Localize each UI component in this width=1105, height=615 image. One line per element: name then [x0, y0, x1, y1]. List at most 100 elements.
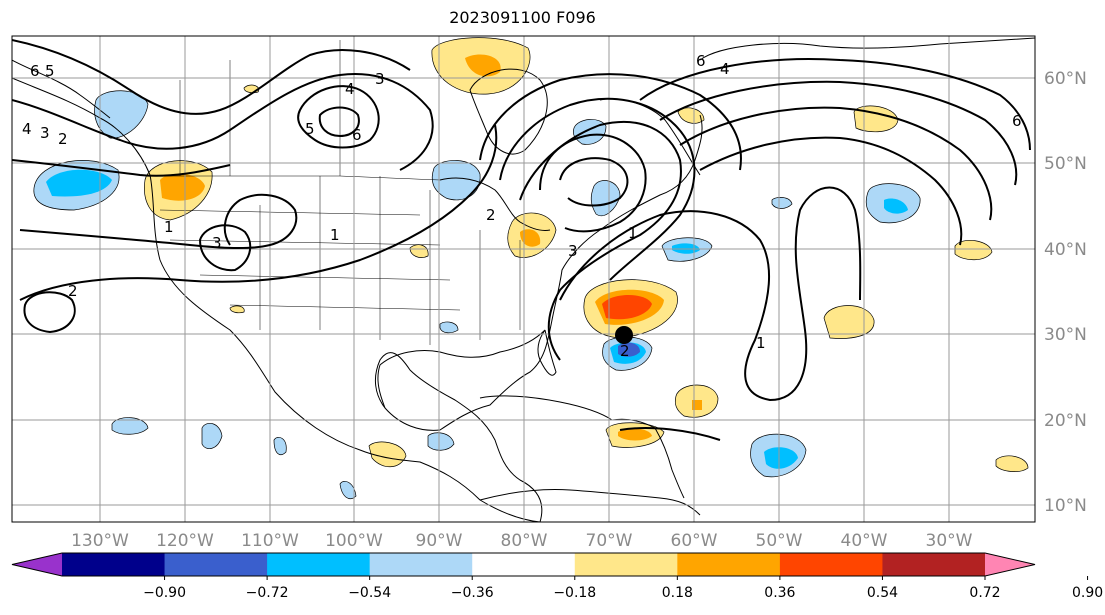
- map-title: 2023091100 F096: [449, 8, 596, 27]
- lon-label: 130°W: [71, 531, 129, 551]
- colorbar-tick-label: 0.90: [1072, 585, 1103, 601]
- colorbar-segment: [164, 553, 268, 576]
- contour-label: 6: [352, 126, 362, 144]
- colorbar-extend-high: [985, 553, 1035, 576]
- contour-label: 6: [30, 62, 40, 80]
- negative-anomaly-region: [764, 447, 798, 469]
- anomaly-shading: [33, 37, 1029, 499]
- cuba: [479, 395, 613, 421]
- south-america-coast: [479, 489, 701, 516]
- contour-label: 1: [628, 224, 638, 242]
- lat-label: 30°N: [1044, 325, 1087, 345]
- colorbar-extend-low: [12, 553, 62, 576]
- lon-label: 70°W: [586, 531, 633, 551]
- lat-label: 40°N: [1044, 240, 1087, 260]
- north-america-west-coast: [12, 77, 541, 522]
- colorbar-tick-label: 0.54: [867, 585, 898, 601]
- lon-label: 60°W: [671, 531, 718, 551]
- negative-anomaly-region: [94, 90, 149, 139]
- colorbar-tick-label: −0.54: [348, 585, 391, 601]
- coastlines: [12, 37, 1035, 522]
- colorbar-segment: [369, 553, 473, 576]
- positive-anomaly-region: [465, 54, 501, 77]
- colorbar: −0.90 −0.72 −0.54 −0.36 −0.18 0.18 0.36 0.54 0.7…: [11, 552, 1103, 601]
- positive-anomaly-region: [602, 295, 652, 320]
- contour-label: 1: [164, 218, 174, 236]
- negative-anomaly-region: [273, 437, 287, 455]
- positive-anomaly-region: [368, 441, 407, 468]
- map-frame: [11, 35, 1036, 523]
- negative-anomaly-region: [439, 321, 459, 334]
- contour-label: 1: [756, 334, 766, 352]
- colorbar-outline: [11, 552, 1036, 577]
- lon-label: 110°W: [241, 531, 299, 551]
- contour-label: 6: [1012, 112, 1022, 130]
- lat-label: 50°N: [1044, 154, 1087, 174]
- positive-anomaly-region: [229, 305, 245, 314]
- negative-anomaly-region: [431, 160, 481, 201]
- contour-label: 2: [486, 206, 496, 224]
- positive-anomaly-region: [160, 173, 205, 201]
- colorbar-tick-label: −0.18: [553, 585, 596, 601]
- negative-anomaly-region: [111, 417, 149, 435]
- negative-anomaly-region: [46, 169, 112, 197]
- lon-label: 100°W: [325, 531, 383, 551]
- lon-label: 80°W: [501, 531, 548, 551]
- contour-label: 1: [330, 226, 340, 244]
- lon-label: 30°W: [926, 531, 973, 551]
- contour-label: 2: [620, 342, 630, 360]
- lon-label: 90°W: [416, 531, 463, 551]
- positive-anomaly-region: [618, 428, 652, 441]
- positive-anomaly-region: [677, 107, 705, 124]
- negative-anomaly-region: [884, 198, 908, 214]
- contour-label: 3: [40, 124, 50, 142]
- lon-label: 40°W: [841, 531, 888, 551]
- colorbar-tick-label: 0.72: [969, 585, 1000, 601]
- antilles: [654, 427, 685, 499]
- lat-label: 20°N: [1044, 411, 1087, 431]
- contour-label: 2: [68, 282, 78, 300]
- greenland-coast: [699, 37, 1035, 61]
- lon-label: 50°W: [756, 531, 803, 551]
- contour-label: 4: [345, 80, 355, 98]
- positive-anomaly-region: [520, 229, 541, 247]
- negative-anomaly-region: [427, 432, 455, 451]
- negative-anomaly-region: [618, 342, 640, 357]
- colorbar-segment: [574, 553, 678, 576]
- colorbar-segment: [779, 553, 883, 576]
- colorbar-tick-label: 0.36: [764, 585, 795, 601]
- longitude-labels: 130°W 120°W 110°W 100°W 90°W 80°W 70°W 6…: [71, 531, 973, 551]
- positive-anomaly-region: [995, 455, 1029, 472]
- lat-label: 10°N: [1044, 496, 1087, 516]
- contour-label: 4: [22, 120, 32, 138]
- colorbar-tick-label: 0.18: [662, 585, 693, 601]
- florida: [537, 329, 557, 376]
- positive-anomaly-region: [409, 244, 429, 258]
- positive-anomaly-region: [954, 239, 993, 261]
- lon-label: 120°W: [156, 531, 214, 551]
- negative-anomaly-region: [201, 422, 223, 450]
- hudson-bay: [469, 68, 548, 155]
- colorbar-segment: [62, 553, 166, 576]
- gulf-coast: [377, 329, 546, 409]
- colorbar-segment: [677, 553, 781, 576]
- contour-labels: 6 5 4 3 2 4 3 5 6 4 6 6 1 3 2 1 3 2 1 2 …: [22, 52, 1022, 360]
- colorbar-segment: [472, 553, 576, 576]
- colorbar-segment: [267, 553, 371, 576]
- contour-label: 5: [305, 120, 315, 138]
- colorbar-tick-label: −0.90: [143, 585, 186, 601]
- contour-label: 5: [45, 62, 55, 80]
- storm-center-marker: [615, 326, 633, 344]
- contour-label: 4: [720, 60, 730, 78]
- colorbar-tick-label: −0.72: [246, 585, 289, 601]
- latitude-labels: 60°N 50°N 40°N 30°N 20°N 10°N: [1044, 69, 1087, 516]
- great-lakes: [439, 177, 551, 231]
- contour-label: 3: [568, 242, 578, 260]
- negative-anomaly-region: [339, 481, 357, 499]
- contour-label: 6: [696, 52, 706, 70]
- colorbar-tick-label: −0.36: [451, 585, 494, 601]
- contour-label: 2: [58, 130, 68, 148]
- positive-anomaly-region: [243, 84, 260, 94]
- north-america-east-coast: [374, 114, 703, 522]
